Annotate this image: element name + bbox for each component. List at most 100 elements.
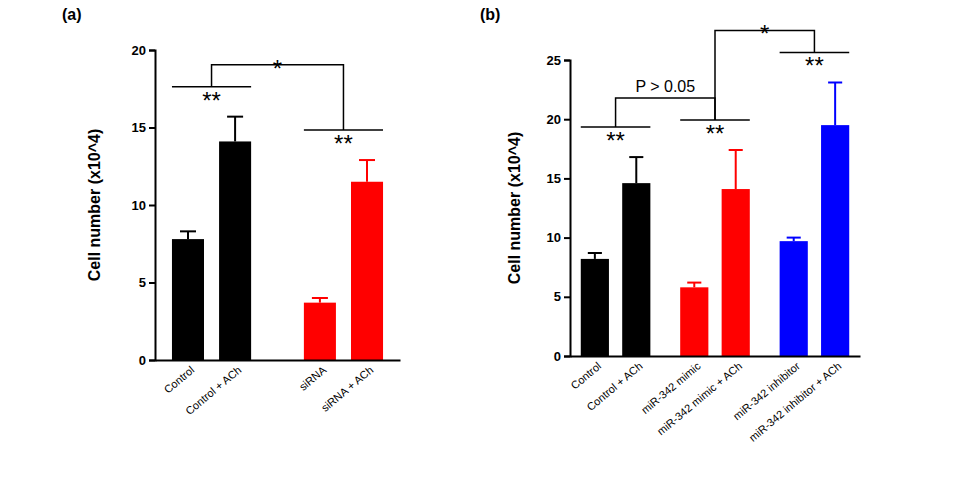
y-tick: 15 <box>132 120 155 135</box>
bar <box>780 241 808 356</box>
panel: 0 5 10 15 20 25 ControlControl + AChmiR-342 mi… <box>480 6 861 444</box>
plot-area <box>172 117 383 360</box>
x-axis: ControlControl + AChmiR-342 mimicmiR-342… <box>568 356 860 444</box>
bar <box>622 183 650 356</box>
x-tick-label: Control + ACh <box>584 360 644 413</box>
y-axis-title: Cell number (x10^4) <box>506 132 523 285</box>
x-axis: ControlControl + ACh siRNAsiRNA + ACh <box>156 360 401 417</box>
y-tick-label: 20 <box>547 112 561 127</box>
x-tick-label: siRNA + ACh <box>319 364 376 414</box>
x-axis-line <box>156 360 401 362</box>
y-axis: 0 5 10 15 20 <box>132 43 156 368</box>
error-bar <box>828 82 842 125</box>
y-tick-label: 5 <box>139 275 146 290</box>
x-tick: siRNA + ACh <box>319 360 376 414</box>
plot-area <box>581 82 849 356</box>
error-bar-cap <box>227 116 243 118</box>
error-bar-stem <box>735 150 737 189</box>
x-axis-line <box>571 356 861 358</box>
error-bar-cap <box>359 159 375 161</box>
error-bar <box>312 298 328 303</box>
chart-canvas: 05101520ControlControl + AChsiRNAsiRNA +… <box>0 0 953 488</box>
y-tick: 10 <box>547 230 570 245</box>
y-tick-mark <box>564 60 570 62</box>
panel: 0 5 10 15 20 ControlControl + ACh siRNAsiRNA +… <box>62 6 401 417</box>
significance-label: ** <box>606 127 625 154</box>
bar <box>821 125 849 356</box>
y-tick-label: 20 <box>132 43 146 58</box>
bracket-label: P > 0.05 <box>635 78 695 95</box>
x-tick-label: Control <box>568 360 603 392</box>
significance-label: ** <box>805 52 824 79</box>
bar <box>172 239 204 360</box>
x-tick-label: Control <box>161 364 196 396</box>
y-tick-mark <box>149 50 155 52</box>
error-bar-cap <box>312 297 328 299</box>
x-tick: siRNA <box>297 360 329 393</box>
y-axis-title: Cell number (x10^4) <box>86 129 103 282</box>
y-tick: 0 <box>554 349 570 364</box>
error-bar <box>180 231 196 239</box>
error-bar-cap <box>787 237 801 239</box>
y-tick-mark <box>564 178 570 180</box>
significance-label: ** <box>202 87 221 114</box>
x-tick: Control + ACh <box>584 356 644 413</box>
error-bar <box>787 238 801 242</box>
x-tick-label: miR-342 inhibitor <box>731 359 803 422</box>
bar <box>219 141 251 360</box>
y-tick: 0 <box>139 353 155 368</box>
error-bar-cap <box>687 282 701 284</box>
error-bar-cap <box>180 230 196 232</box>
x-tick: Control <box>568 356 603 392</box>
y-tick-label: 10 <box>132 198 146 213</box>
x-tick-label: miR-342 inhibitor + ACh <box>747 360 844 444</box>
y-axis: 0 5 10 15 20 25 <box>547 53 571 364</box>
x-tick: Control + ACh <box>183 360 243 417</box>
y-tick-label: 15 <box>547 171 561 186</box>
x-tick: miR-342 mimic + ACh <box>655 356 744 437</box>
y-tick: 10 <box>132 198 155 213</box>
bar <box>722 189 750 356</box>
x-tick: miR-342 inhibitor + ACh <box>747 356 844 444</box>
y-tick-label: 15 <box>132 120 146 135</box>
y-tick: 5 <box>139 275 155 290</box>
y-tick-label: 10 <box>547 230 561 245</box>
panel-label: (b) <box>480 6 500 23</box>
error-bar-stem <box>187 231 189 239</box>
y-tick-mark <box>564 237 570 239</box>
significance-label: ** <box>334 130 353 157</box>
y-tick: 25 <box>547 53 570 68</box>
y-tick-label: 5 <box>554 289 561 304</box>
y-tick: 20 <box>547 112 570 127</box>
bar <box>351 182 383 360</box>
bracket-label: * <box>760 20 769 47</box>
x-tick-label: Control + ACh <box>183 364 243 417</box>
y-tick: 15 <box>547 171 570 186</box>
y-tick-mark <box>149 127 155 129</box>
x-tick-label: siRNA <box>297 363 329 393</box>
y-tick: 5 <box>554 289 570 304</box>
error-bar-cap <box>828 81 842 83</box>
error-bar <box>227 117 243 142</box>
error-bar-stem <box>234 117 236 142</box>
error-bar-cap <box>729 149 743 151</box>
bar <box>680 287 708 356</box>
y-axis-line <box>149 51 156 361</box>
error-bar-cap <box>588 252 602 254</box>
x-tick-label: miR-342 mimic + ACh <box>655 360 744 438</box>
significance-bracket <box>616 98 715 127</box>
error-bar-stem <box>366 160 368 182</box>
y-tick-label: 0 <box>139 353 146 368</box>
error-bar <box>629 157 643 183</box>
error-bar-cap <box>629 156 643 158</box>
bar <box>581 259 609 356</box>
y-tick-mark <box>149 282 155 284</box>
panel-label: (a) <box>62 6 82 23</box>
y-tick-mark <box>149 205 155 207</box>
error-bar <box>588 253 602 259</box>
error-bar <box>359 160 375 182</box>
y-tick-label: 0 <box>554 349 561 364</box>
y-axis-line <box>564 61 571 357</box>
y-tick-mark <box>564 356 570 358</box>
y-tick-mark <box>564 296 570 298</box>
